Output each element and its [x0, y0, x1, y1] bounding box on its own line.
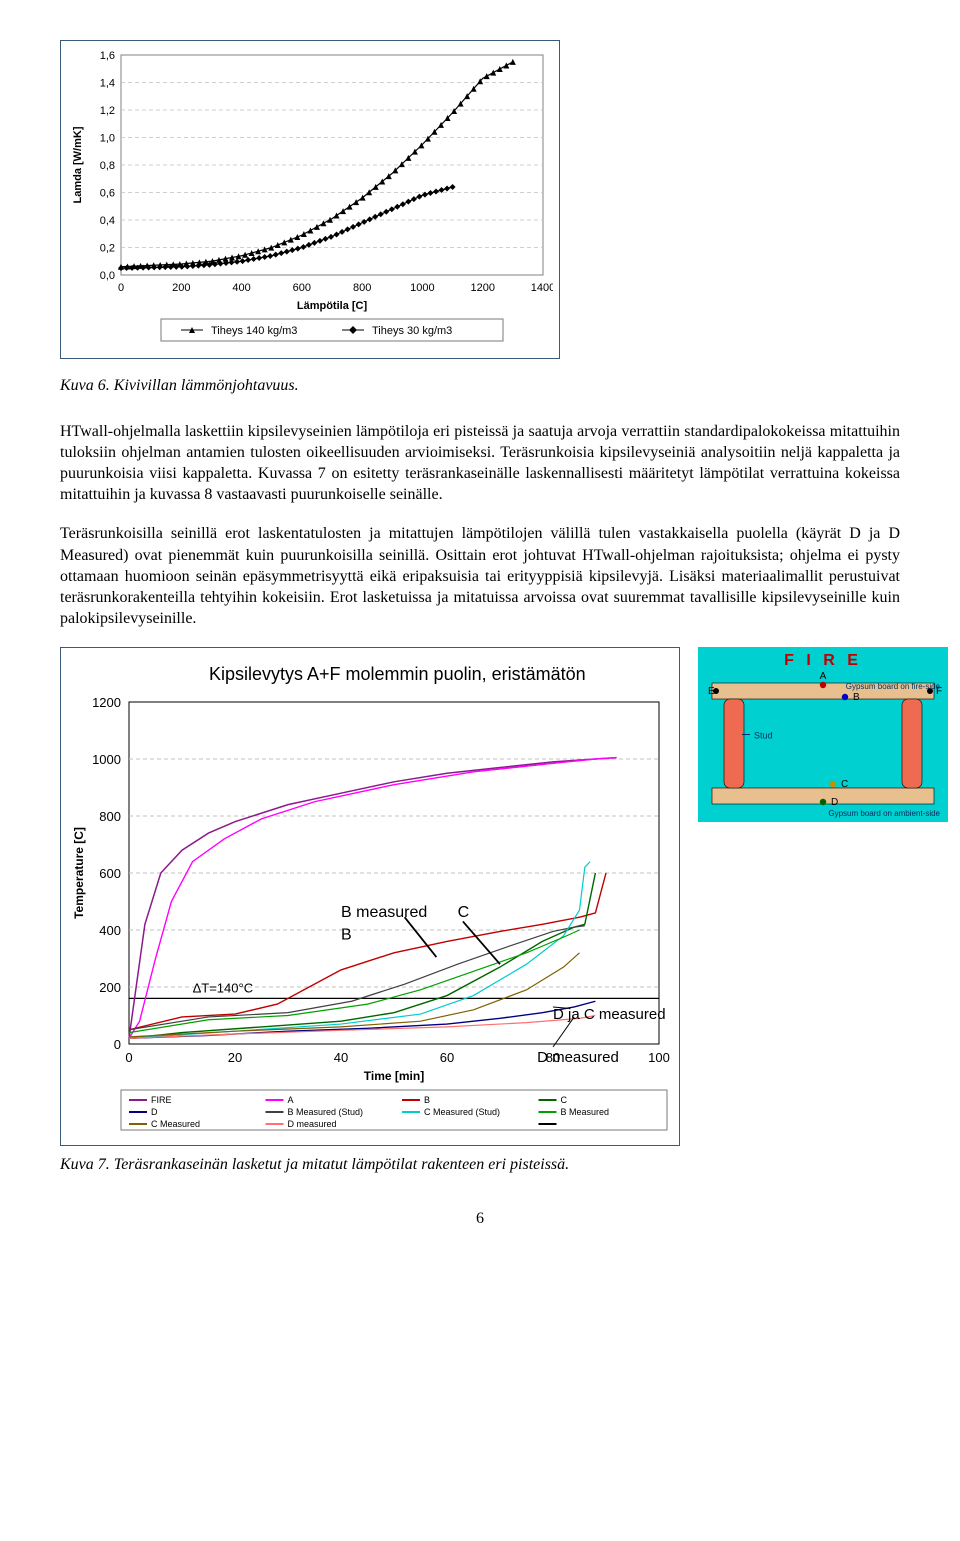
- svg-text:800: 800: [99, 809, 121, 824]
- svg-text:60: 60: [440, 1050, 454, 1065]
- svg-text:1,2: 1,2: [100, 105, 115, 117]
- svg-text:1,4: 1,4: [100, 78, 115, 90]
- svg-text:0,2: 0,2: [100, 243, 115, 255]
- paragraph-2: Teräsrunkoisilla seinillä erot laskentat…: [60, 523, 900, 629]
- svg-text:A: A: [288, 1095, 294, 1105]
- svg-text:600: 600: [293, 282, 311, 294]
- svg-text:1,0: 1,0: [100, 133, 115, 145]
- chart1-frame: 0,0 0,2 0,4 0,6 0,8 1,0 1,2 1,4 1,6 0 200 400 600 800…: [60, 40, 560, 359]
- svg-text:200: 200: [99, 980, 121, 995]
- svg-text:D: D: [831, 797, 838, 808]
- svg-text:40: 40: [334, 1050, 348, 1065]
- svg-text:A: A: [820, 671, 827, 682]
- svg-text:FIRE: FIRE: [151, 1095, 172, 1105]
- svg-text:ΔT=140°C: ΔT=140°C: [193, 980, 254, 995]
- svg-text:1400: 1400: [531, 282, 553, 294]
- svg-text:1000: 1000: [410, 282, 434, 294]
- svg-text:0,4: 0,4: [100, 215, 115, 227]
- fire-diagram: F I R EABEFCDGypsum board on fire-sideGy…: [698, 647, 948, 822]
- figure7-caption: Kuva 7. Teräsrankaseinän lasketut ja mit…: [60, 1156, 900, 1174]
- svg-text:D ja C measured: D ja C measured: [553, 1006, 666, 1023]
- svg-text:1200: 1200: [92, 695, 121, 710]
- svg-text:Gypsum board on fire-side: Gypsum board on fire-side: [846, 682, 941, 691]
- svg-text:0: 0: [125, 1050, 132, 1065]
- svg-text:C: C: [458, 904, 470, 921]
- chart1-container: 0,0 0,2 0,4 0,6 0,8 1,0 1,2 1,4 1,6 0 200 400 600 800…: [60, 40, 560, 359]
- svg-text:0,0: 0,0: [100, 270, 115, 282]
- svg-text:C Measured: C Measured: [151, 1119, 200, 1129]
- svg-text:Gypsum board on ambient-side: Gypsum board on ambient-side: [828, 809, 940, 818]
- svg-text:20: 20: [228, 1050, 242, 1065]
- svg-text:B Measured (Stud): B Measured (Stud): [288, 1107, 364, 1117]
- svg-text:C Measured (Stud): C Measured (Stud): [424, 1107, 500, 1117]
- svg-text:D measured: D measured: [537, 1049, 619, 1066]
- svg-text:400: 400: [232, 282, 250, 294]
- svg-text:600: 600: [99, 866, 121, 881]
- svg-text:E: E: [708, 686, 715, 697]
- svg-text:400: 400: [99, 923, 121, 938]
- page-number: 6: [60, 1210, 900, 1228]
- svg-text:0,6: 0,6: [100, 188, 115, 200]
- svg-text:100: 100: [648, 1050, 670, 1065]
- svg-text:1000: 1000: [92, 752, 121, 767]
- svg-text:Time [min]: Time [min]: [364, 1069, 424, 1083]
- svg-text:Stud: Stud: [754, 730, 773, 740]
- chart2-plot: Kipsilevytys A+F molemmin puolin, eristä…: [67, 654, 673, 1134]
- svg-text:B: B: [853, 692, 860, 703]
- svg-text:Lamda [W/mK]: Lamda [W/mK]: [72, 126, 84, 203]
- chart1-plot: 0,0 0,2 0,4 0,6 0,8 1,0 1,2 1,4 1,6 0 200 400 600 800…: [67, 47, 553, 347]
- svg-text:B: B: [341, 927, 352, 944]
- svg-text:1,6: 1,6: [100, 50, 115, 62]
- svg-text:0: 0: [118, 282, 124, 294]
- svg-text:Tiheys 140 kg/m3: Tiheys 140 kg/m3: [211, 325, 297, 337]
- svg-text:Tiheys 30 kg/m3: Tiheys 30 kg/m3: [372, 325, 452, 337]
- svg-text:Kipsilevytys A+F molemmin puol: Kipsilevytys A+F molemmin puolin, eristä…: [209, 664, 586, 684]
- svg-text:C: C: [841, 779, 848, 790]
- svg-text:D: D: [151, 1107, 158, 1117]
- svg-text:B measured: B measured: [341, 904, 427, 921]
- figure6-caption: Kuva 6. Kivivillan lämmönjohtavuus.: [60, 377, 900, 395]
- fire-diagram-container: F I R EABEFCDGypsum board on fire-sideGy…: [698, 647, 948, 827]
- svg-text:C: C: [561, 1095, 568, 1105]
- svg-text:0,8: 0,8: [100, 160, 115, 172]
- svg-text:800: 800: [353, 282, 371, 294]
- svg-text:200: 200: [172, 282, 190, 294]
- svg-text:D measured: D measured: [288, 1119, 337, 1129]
- chart2-container: Kipsilevytys A+F molemmin puolin, eristä…: [60, 647, 680, 1146]
- svg-text:1200: 1200: [470, 282, 494, 294]
- svg-text:B Measured: B Measured: [561, 1107, 610, 1117]
- svg-text:0: 0: [114, 1037, 121, 1052]
- paragraph-1: HTwall-ohjelmalla laskettiin kipsilevyse…: [60, 421, 900, 505]
- chart2-row: Kipsilevytys A+F molemmin puolin, eristä…: [60, 647, 900, 1146]
- svg-text:Temperature [C]: Temperature [C]: [72, 827, 86, 919]
- svg-text:F I R E: F I R E: [784, 652, 862, 669]
- svg-text:B: B: [424, 1095, 430, 1105]
- svg-text:Lämpötila [C]: Lämpötila [C]: [297, 300, 368, 312]
